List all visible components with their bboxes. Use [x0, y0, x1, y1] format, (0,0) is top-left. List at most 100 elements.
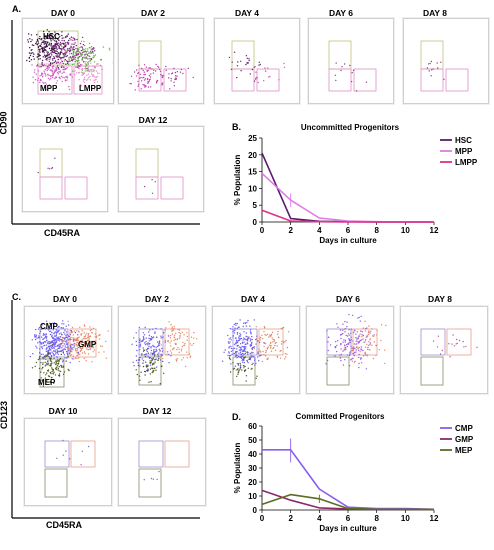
- panel-c-y-axis-label: CD123: [0, 400, 10, 430]
- facs-dot: [41, 46, 43, 48]
- facs-dot: [360, 315, 362, 318]
- series-line-hsc: [261, 152, 434, 223]
- facs-dot: [60, 51, 63, 53]
- legend-label: HSC: [455, 136, 472, 145]
- facs-dot: [72, 39, 74, 41]
- facs-dot: [243, 361, 245, 364]
- facs-dot: [358, 356, 360, 359]
- facs-dot: [51, 351, 53, 353]
- facs-dot: [43, 82, 45, 85]
- x-axis-title: Days in culture: [319, 524, 377, 533]
- facs-dot: [233, 329, 235, 332]
- facs-dot: [147, 344, 149, 346]
- facs-dot: [228, 352, 230, 354]
- facs-dot: [348, 365, 351, 367]
- facs-dot: [268, 344, 271, 346]
- facs-dot: [179, 336, 181, 338]
- facs-dot: [93, 70, 95, 72]
- facs-dot: [247, 367, 249, 369]
- facs-dot: [372, 357, 375, 360]
- facs-dot: [252, 362, 254, 364]
- facs-dot: [367, 348, 369, 351]
- facs-dot: [151, 179, 153, 181]
- facs-dot: [51, 340, 53, 343]
- facs-dot: [80, 64, 82, 66]
- facs-dot: [75, 344, 78, 346]
- facs-plot-graphic: [26, 29, 113, 95]
- facs-dot: [49, 345, 51, 347]
- facs-dot: [88, 77, 90, 79]
- facs-dot: [89, 59, 91, 61]
- facs-dot: [137, 364, 140, 367]
- facs-dot: [350, 332, 352, 334]
- facs-dot: [246, 336, 248, 338]
- facs-dot: [149, 76, 152, 78]
- facs-dot: [437, 67, 439, 69]
- facs-dot: [67, 350, 69, 352]
- facs-dot: [340, 343, 342, 346]
- facs-dot: [363, 355, 365, 357]
- facs-dot: [244, 348, 247, 350]
- facs-dot: [271, 331, 274, 334]
- facs-dot: [368, 330, 370, 332]
- facs-dot: [42, 40, 44, 42]
- facs-dot: [50, 45, 52, 47]
- facs-dot: [168, 362, 170, 364]
- facs-dot: [39, 45, 42, 47]
- facs-dot: [150, 86, 152, 88]
- facs-dot: [229, 357, 231, 360]
- facs-dot: [270, 335, 272, 337]
- facs-dot: [42, 334, 44, 336]
- facs-dot: [62, 76, 64, 79]
- facs-dot: [152, 370, 154, 372]
- facs-dot: [71, 74, 73, 76]
- facs-dot: [43, 334, 46, 336]
- facs-dot: [139, 344, 142, 346]
- facs-dot: [69, 361, 71, 364]
- facs-dot: [37, 58, 40, 60]
- facs-dot: [242, 355, 244, 357]
- facs-dot: [72, 53, 74, 56]
- facs-dot: [265, 351, 267, 354]
- facs-dot: [47, 53, 49, 55]
- panel-a-x-axis-label: CD45RA: [44, 228, 81, 238]
- facs-dot: [66, 67, 68, 69]
- facs-dot: [99, 64, 102, 67]
- facs-dot: [237, 373, 239, 375]
- facs-dot: [81, 69, 84, 71]
- facs-dot: [49, 364, 51, 367]
- facs-dot: [258, 341, 261, 344]
- facs-dot: [62, 339, 64, 342]
- facs-dot: [252, 355, 254, 357]
- facs-dot: [70, 354, 73, 356]
- facs-dot: [28, 57, 30, 59]
- facs-dot: [68, 335, 70, 338]
- facs-dot: [135, 340, 137, 343]
- facs-dot: [276, 355, 278, 358]
- facs-dot: [66, 55, 69, 57]
- facs-dot: [245, 63, 247, 66]
- facs-dot: [150, 352, 152, 354]
- y-tick-label: 20: [248, 478, 257, 487]
- facs-dot: [184, 344, 186, 346]
- facs-dot: [81, 74, 83, 76]
- facs-dot: [368, 349, 371, 351]
- panel-c-facs-day8: [400, 306, 488, 394]
- facs-dot: [77, 64, 79, 66]
- facs-dot: [30, 59, 33, 61]
- facs-dot: [66, 333, 68, 335]
- facs-dot: [156, 350, 158, 352]
- facs-dot: [87, 353, 90, 355]
- facs-dot: [51, 376, 53, 379]
- facs-dot: [235, 337, 237, 339]
- facs-dot: [153, 350, 155, 352]
- facs-dot: [52, 329, 54, 331]
- facs-dot: [47, 77, 50, 79]
- facs-dot: [74, 39, 76, 41]
- facs-dot: [231, 61, 233, 63]
- facs-dot: [88, 333, 90, 335]
- facs-dot: [61, 347, 63, 349]
- facs-dot: [37, 46, 40, 49]
- facs-dot: [149, 364, 152, 366]
- facs-dot: [65, 350, 68, 353]
